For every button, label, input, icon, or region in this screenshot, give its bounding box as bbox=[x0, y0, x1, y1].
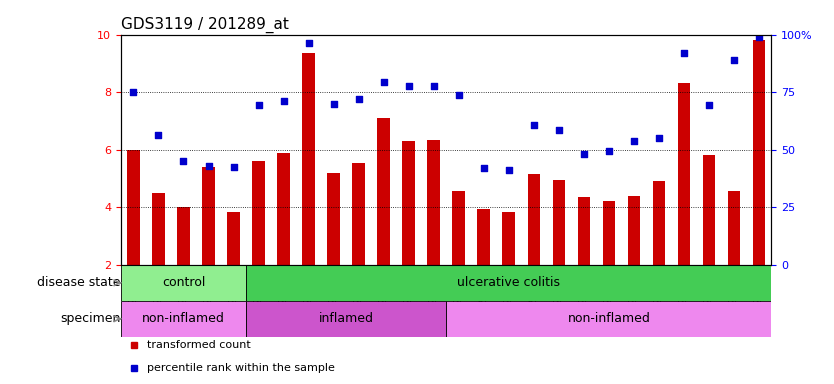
Point bbox=[427, 83, 440, 89]
Point bbox=[177, 158, 190, 164]
Bar bbox=[202, 167, 214, 265]
Point bbox=[277, 98, 290, 104]
Point bbox=[527, 122, 540, 128]
Point bbox=[302, 40, 315, 46]
Point bbox=[327, 101, 340, 107]
Text: non-inflamed: non-inflamed bbox=[567, 312, 651, 325]
Bar bbox=[246, 265, 771, 301]
Bar bbox=[121, 301, 246, 337]
Point bbox=[252, 102, 265, 108]
Point bbox=[152, 132, 165, 138]
Bar bbox=[478, 209, 490, 265]
Point bbox=[727, 57, 741, 63]
Bar bbox=[378, 118, 390, 265]
Point bbox=[227, 164, 240, 170]
Bar bbox=[678, 83, 691, 265]
Bar bbox=[428, 140, 440, 265]
Text: transformed count: transformed count bbox=[147, 341, 251, 351]
Point bbox=[627, 138, 641, 144]
Bar bbox=[728, 191, 741, 265]
Bar bbox=[653, 181, 666, 265]
Bar bbox=[628, 196, 641, 265]
Bar bbox=[703, 156, 716, 265]
Point bbox=[127, 89, 140, 95]
Text: non-inflamed: non-inflamed bbox=[142, 312, 225, 325]
Text: inflamed: inflamed bbox=[319, 312, 374, 325]
Bar bbox=[303, 53, 315, 265]
Bar bbox=[121, 265, 246, 301]
Bar bbox=[502, 212, 515, 265]
Bar bbox=[403, 141, 415, 265]
Text: percentile rank within the sample: percentile rank within the sample bbox=[147, 362, 334, 372]
Point bbox=[377, 79, 390, 85]
Point bbox=[202, 162, 215, 169]
Bar bbox=[446, 301, 771, 337]
Point bbox=[552, 126, 565, 132]
Point bbox=[502, 167, 515, 173]
Text: control: control bbox=[162, 276, 205, 289]
Point bbox=[402, 83, 415, 89]
Text: ulcerative colitis: ulcerative colitis bbox=[457, 276, 560, 289]
Bar bbox=[753, 40, 766, 265]
Bar bbox=[278, 152, 290, 265]
Point bbox=[652, 135, 666, 141]
Bar bbox=[353, 163, 365, 265]
Bar bbox=[152, 193, 164, 265]
Point bbox=[602, 148, 615, 154]
Bar bbox=[553, 180, 565, 265]
Point bbox=[352, 96, 365, 103]
Text: specimen: specimen bbox=[60, 312, 120, 325]
Point bbox=[577, 151, 590, 157]
Text: GDS3119 / 201289_at: GDS3119 / 201289_at bbox=[121, 17, 289, 33]
Point bbox=[702, 102, 716, 108]
Bar bbox=[453, 191, 465, 265]
Bar bbox=[227, 212, 240, 265]
Bar bbox=[528, 174, 540, 265]
Bar bbox=[178, 207, 190, 265]
Point bbox=[452, 92, 465, 98]
Point bbox=[677, 50, 691, 56]
Bar bbox=[252, 161, 265, 265]
Bar bbox=[327, 173, 340, 265]
Point bbox=[752, 34, 766, 40]
Text: disease state: disease state bbox=[37, 276, 120, 289]
Point bbox=[477, 166, 490, 172]
Bar bbox=[577, 197, 590, 265]
Bar bbox=[246, 301, 446, 337]
Bar bbox=[127, 150, 139, 265]
Bar bbox=[602, 202, 615, 265]
